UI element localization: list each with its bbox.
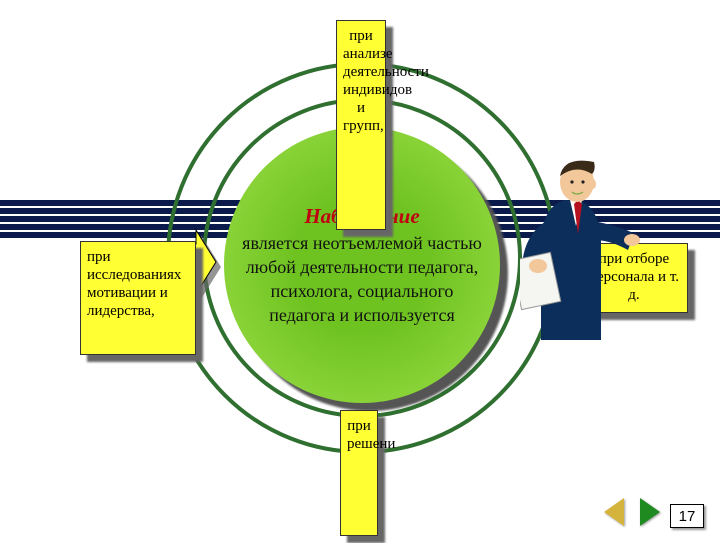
next-button[interactable] bbox=[640, 498, 660, 526]
page-number-value: 17 bbox=[679, 508, 696, 525]
callout-left: при исследованиях мотивации и лидерства, bbox=[80, 241, 196, 355]
prev-button[interactable] bbox=[604, 498, 624, 526]
callout-bottom: при решени bbox=[340, 410, 378, 536]
page-number: 17 bbox=[670, 504, 704, 528]
stage: Наблюдение является неотъемлемой частью … bbox=[0, 0, 720, 540]
callout-left-text: при исследованиях мотивации и лидерства, bbox=[87, 249, 181, 319]
businessman-icon bbox=[520, 150, 645, 345]
callout-top: при анализе деятельности индивидов и гру… bbox=[336, 20, 386, 230]
disc-body: является неотъемлемой частью любой деяте… bbox=[238, 231, 486, 328]
